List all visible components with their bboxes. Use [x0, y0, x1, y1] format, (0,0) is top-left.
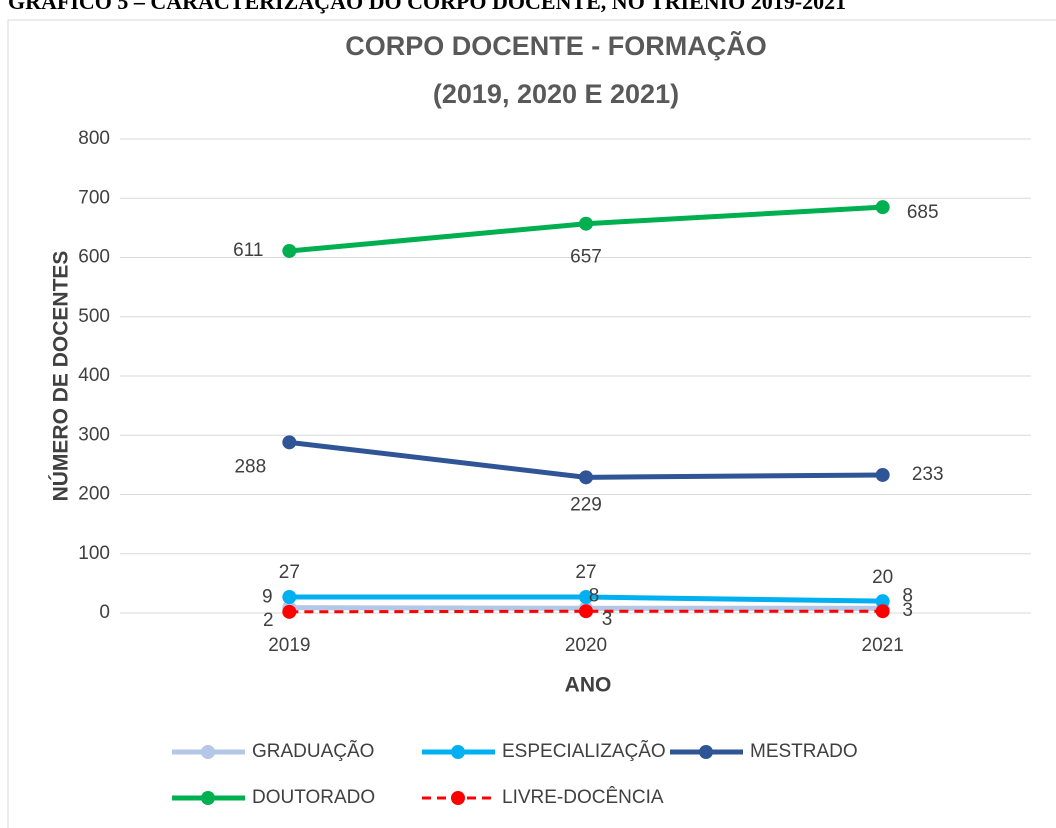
y-tick-label: 200	[78, 484, 110, 505]
data-point	[579, 604, 593, 619]
x-tick-label: 2021	[862, 635, 904, 656]
y-tick-label: 500	[78, 306, 110, 327]
y-tick-label: 800	[78, 128, 110, 149]
data-label: 3	[602, 609, 613, 630]
legend-label: DOUTORADO	[252, 787, 375, 808]
data-label: 611	[233, 240, 263, 261]
data-point	[875, 604, 890, 619]
legend-marker	[699, 745, 713, 759]
data-point	[875, 467, 890, 482]
y-tick-label: 400	[78, 365, 110, 386]
legend-marker	[451, 745, 465, 759]
data-label: 685	[907, 202, 939, 223]
y-axis-title: NÚMERO DE DOCENTES	[49, 251, 73, 502]
data-point	[282, 590, 297, 605]
chart-title: (2019, 2020 E 2021)	[433, 79, 679, 109]
legend-label: MESTRADO	[750, 741, 858, 762]
legend-marker	[201, 791, 215, 805]
data-label: 3	[902, 600, 913, 621]
legend-label: GRADUAÇÃO	[252, 740, 374, 762]
data-point	[579, 590, 593, 605]
chart-frame	[7, 19, 1056, 828]
data-label: 27	[575, 562, 596, 583]
data-label: 8	[589, 585, 600, 606]
data-point	[875, 594, 890, 609]
y-tick-label: 600	[78, 247, 110, 268]
chart-title: CORPO DOCENTE - FORMAÇÃO	[345, 30, 767, 61]
data-label: 8	[902, 585, 913, 606]
data-point	[282, 435, 297, 450]
data-label: 657	[570, 247, 602, 268]
data-label: 27	[279, 562, 300, 583]
data-label: 2	[263, 610, 274, 631]
legend-marker	[201, 745, 215, 759]
legend-marker	[451, 791, 465, 805]
series-line	[289, 609, 883, 614]
data-point	[579, 216, 593, 231]
data-label: 9	[262, 587, 273, 608]
y-tick-label: 300	[78, 424, 110, 445]
data-label: 233	[912, 464, 944, 485]
y-tick-label: 700	[78, 187, 110, 208]
x-tick-label: 2019	[268, 635, 310, 656]
caption: GRÁFICO 5 – CARACTERIZAÇÃO DO CORPO DOCE…	[8, 0, 846, 14]
data-label: 288	[234, 456, 266, 477]
data-point	[579, 470, 593, 485]
legend-label: LIVRE-DOCÊNCIA	[502, 786, 664, 808]
data-label: 229	[570, 494, 602, 515]
data-point	[282, 604, 297, 619]
y-tick-label: 0	[99, 602, 110, 623]
data-point	[875, 200, 890, 215]
x-axis-title: ANO	[565, 674, 612, 697]
legend-label: ESPECIALIZAÇÃO	[502, 740, 666, 762]
x-tick-label: 2020	[565, 635, 607, 656]
y-tick-label: 100	[78, 543, 110, 564]
data-point	[282, 243, 297, 258]
data-label: 20	[872, 567, 893, 588]
